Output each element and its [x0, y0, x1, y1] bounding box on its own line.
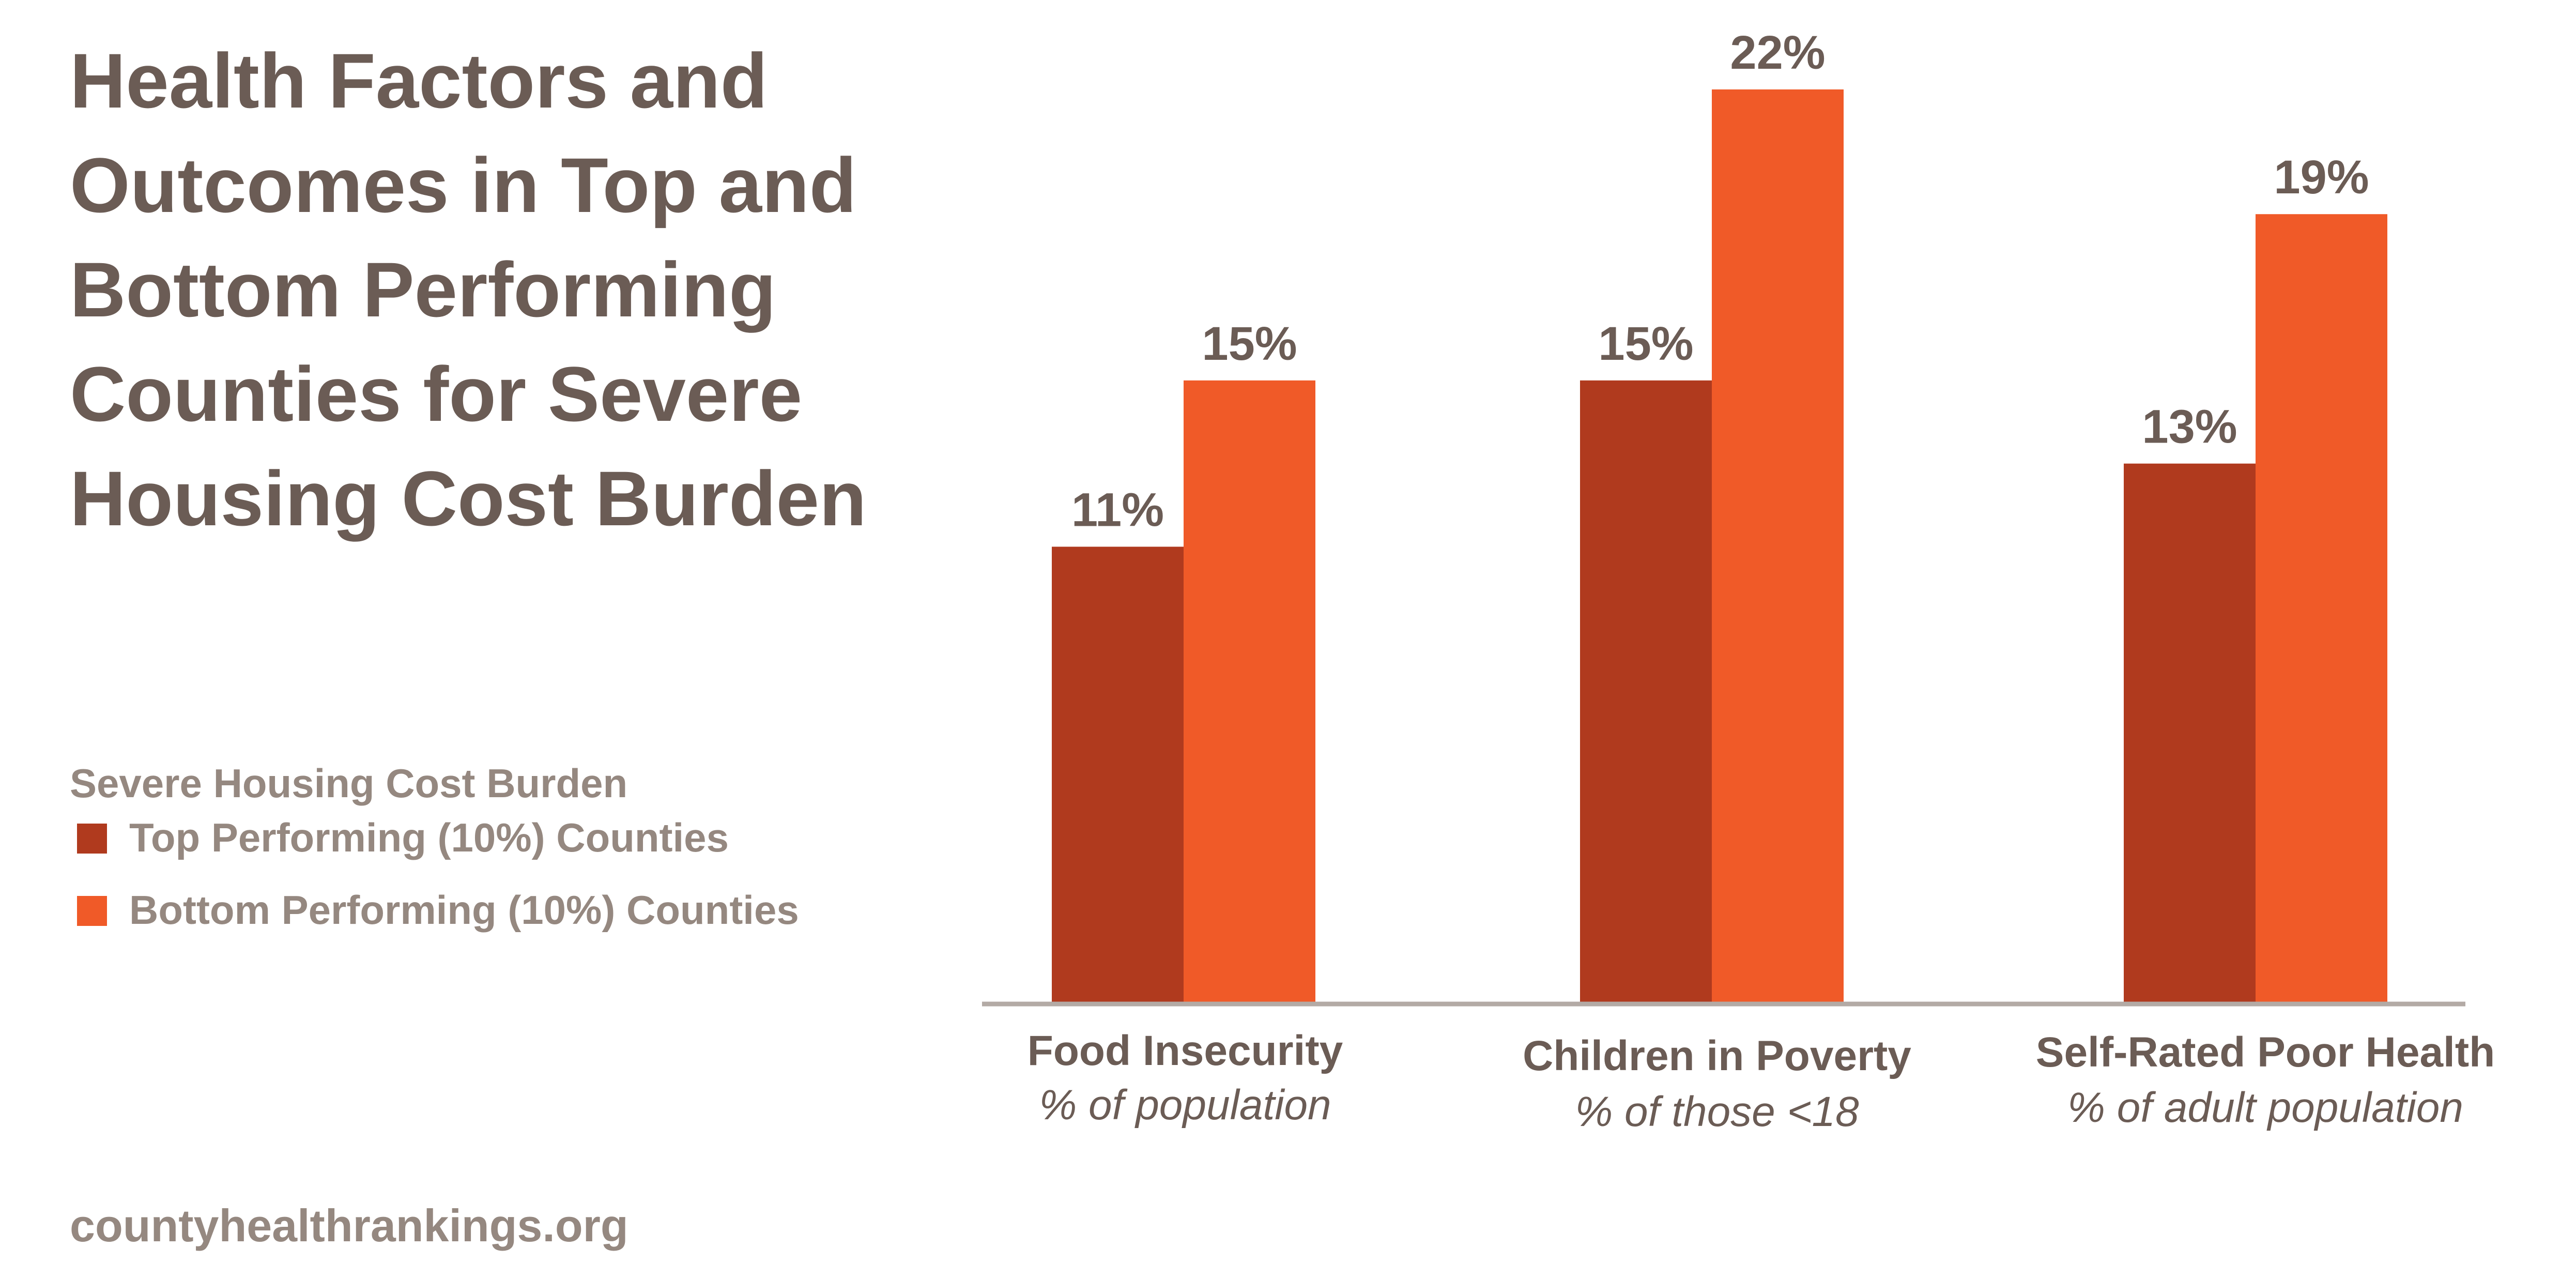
source-credit: countyhealthrankings.org — [70, 1200, 628, 1251]
bar — [2124, 463, 2256, 1004]
data-label: 11% — [1071, 484, 1164, 537]
legend-item-bottom: Bottom Performing (10%) Counties — [70, 881, 799, 954]
title-line: Outcomes in Top and — [70, 142, 857, 229]
legend: Severe Housing Cost Burden Top Performin… — [70, 757, 799, 954]
category-sublabel: % of those <18 — [1575, 1088, 1859, 1135]
data-label: 22% — [1730, 26, 1825, 79]
category-sublabel: % of adult population — [2067, 1084, 2463, 1131]
bar — [1184, 380, 1315, 1004]
legend-swatch-bottom — [77, 896, 107, 926]
legend-label-bottom: Bottom Performing (10%) Counties — [129, 887, 799, 933]
title-line: Bottom Performing — [70, 246, 776, 333]
legend-swatch-top — [77, 824, 107, 854]
data-label: 15% — [1598, 317, 1693, 370]
legend-item-top: Top Performing (10%) Counties — [70, 809, 729, 881]
category-sublabel: % of population — [1039, 1082, 1331, 1129]
bar — [1052, 546, 1184, 1004]
title-line: Health Factors and — [70, 37, 768, 124]
category-label: Children in Poverty — [1523, 1032, 1911, 1079]
data-label: 19% — [2274, 151, 2369, 204]
data-label: 13% — [2142, 401, 2237, 453]
chart-title: Health Factors and Outcomes in Top and B… — [70, 28, 897, 551]
legend-label-top: Top Performing (10%) Counties — [129, 815, 729, 860]
title-line: Housing Cost Burden — [70, 455, 867, 542]
bar — [1580, 380, 1712, 1004]
category-label: Food Insecurity — [1028, 1027, 1343, 1074]
data-label: 15% — [1202, 317, 1297, 370]
bar — [2256, 214, 2387, 1004]
title-line: Counties for Severe — [70, 351, 803, 437]
category-label: Self-Rated Poor Health — [2036, 1029, 2495, 1076]
legend-title: Severe Housing Cost Burden — [70, 760, 628, 806]
bar — [1712, 89, 1844, 1004]
